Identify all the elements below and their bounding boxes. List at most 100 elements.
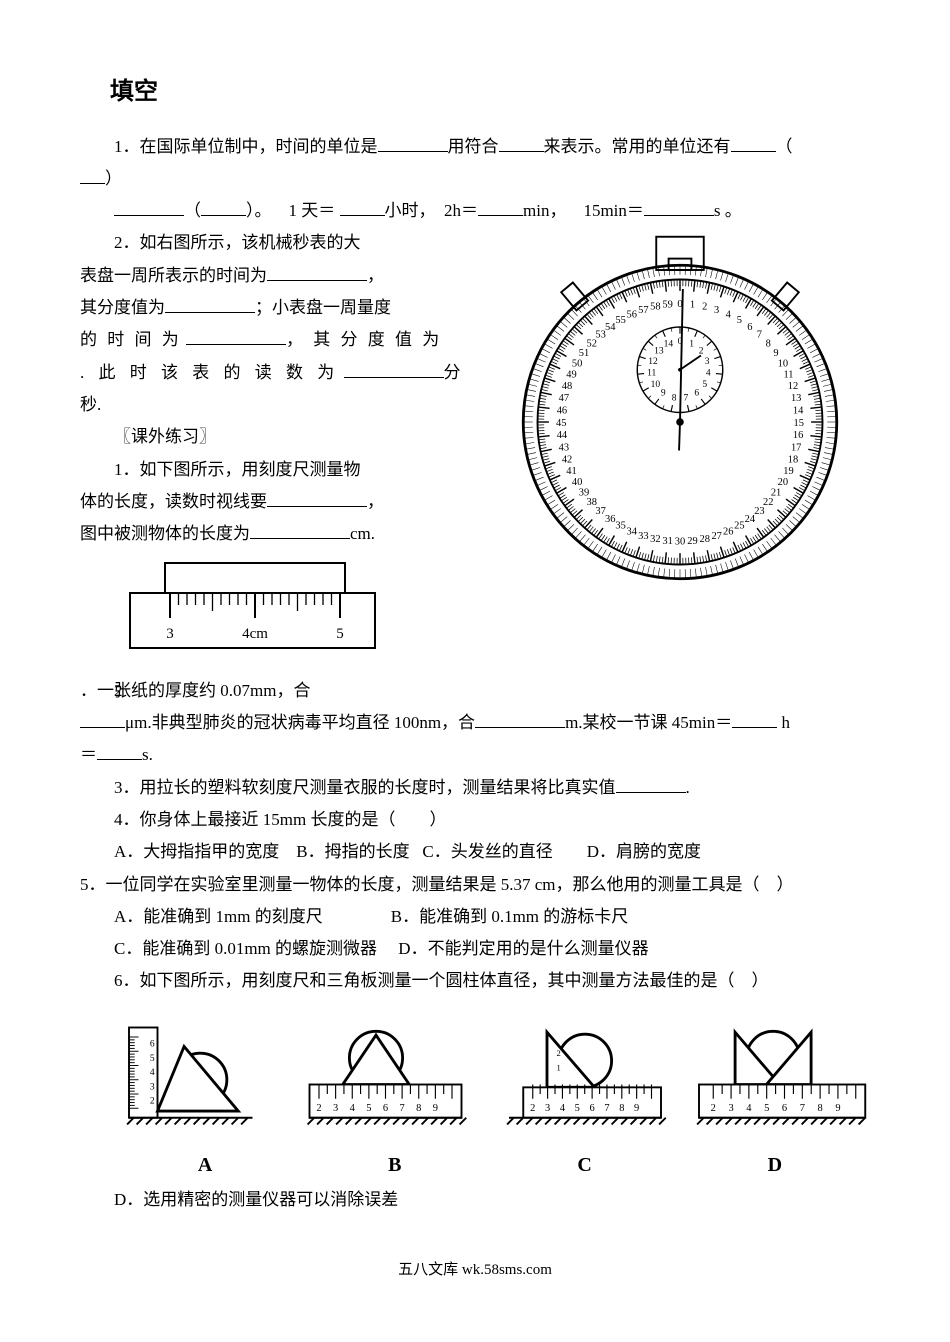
svg-text:50: 50 (572, 359, 582, 370)
svg-text:7: 7 (400, 1103, 405, 1114)
q1-blank7 (340, 196, 385, 216)
svg-text:4: 4 (726, 310, 732, 321)
q2-blank2 (165, 293, 255, 313)
svg-text:4: 4 (706, 369, 711, 379)
svg-text:5: 5 (366, 1103, 371, 1114)
svg-text:41: 41 (566, 467, 576, 478)
ex5-B: B．能准确到 0.1mm 的游标卡尺 (391, 907, 629, 926)
q1-min: 15min＝ (583, 201, 643, 220)
page-footer: 五八文库 wk.58sms.com (80, 1256, 870, 1285)
ex2-blank4 (97, 740, 142, 760)
svg-text:19: 19 (783, 467, 793, 478)
svg-text:8: 8 (766, 339, 771, 350)
svg-text:15: 15 (794, 418, 804, 429)
q1-line1: 1．在国际单位制中，时间的单位是用符合来表示。常用的单位还有（ (80, 131, 870, 163)
ex5-D: D．不能判定用的是什么测量仪器 (398, 939, 648, 958)
q1-line2: （）。 1 天＝ 小时， 2h＝min， 15min＝s 。 (80, 195, 870, 227)
svg-text:24: 24 (745, 514, 756, 525)
last-line: D．选用精密的测量仪器可以消除误差 (80, 1184, 870, 1216)
ex1-l2b: ， (367, 492, 384, 511)
q1-blank8 (478, 196, 523, 216)
svg-text:26: 26 (723, 527, 733, 538)
svg-text:2: 2 (316, 1103, 321, 1114)
q2-blank1 (267, 260, 367, 280)
q2-blank4 (344, 357, 444, 377)
svg-text:57: 57 (638, 305, 648, 316)
ex4: 4．你身体上最接近 15mm 长度的是（ ） (80, 804, 870, 836)
svg-text:8: 8 (416, 1103, 421, 1114)
q2-l2b: ， (367, 266, 384, 285)
svg-text:9: 9 (634, 1103, 639, 1114)
svg-text:58: 58 (650, 302, 660, 313)
ruler-tick-3: 3 (166, 626, 174, 642)
svg-text:9: 9 (661, 389, 666, 399)
svg-text:3: 3 (545, 1103, 550, 1114)
q2-l4b: ， 其 分 度 值 为 (286, 330, 442, 349)
svg-text:1: 1 (690, 300, 695, 311)
svg-text:6: 6 (590, 1103, 595, 1114)
svg-text:5: 5 (575, 1103, 580, 1114)
svg-text:47: 47 (559, 394, 569, 405)
ex1-l2a: 体的长度，读数时视线要 (80, 492, 267, 511)
stopwatch-svg: 0123456789101112131415161718192021222324… (490, 232, 870, 612)
ex3-end: . (686, 778, 690, 797)
svg-text:45: 45 (556, 418, 566, 429)
svg-text:12: 12 (788, 382, 798, 393)
options-figure: 6 5 4 3 2 (110, 1018, 870, 1184)
optC-t1: 1 (557, 1062, 561, 1072)
ex5-C: C．能准确到 0.01mm 的螺旋测微器 (114, 939, 377, 958)
svg-text:13: 13 (654, 347, 664, 357)
ex3: 3．用拉长的塑料软刻度尺测量衣服的长度时，测量结果将比真实值. (80, 772, 870, 804)
ex2-blank3 (732, 708, 777, 728)
q1-tail2: ） (105, 169, 122, 188)
svg-text:59: 59 (662, 300, 672, 311)
svg-text:34: 34 (627, 527, 638, 538)
svg-text:27: 27 (711, 531, 721, 542)
q1-paren2: ）。 (246, 201, 272, 220)
svg-text:39: 39 (579, 488, 589, 499)
svg-text:7: 7 (800, 1103, 805, 1114)
ex2-blank2 (475, 708, 565, 728)
q1-mid1: 用符合 (448, 137, 499, 156)
svg-text:56: 56 (627, 310, 637, 321)
svg-text:4: 4 (746, 1103, 752, 1114)
q1-blank5 (114, 196, 184, 216)
option-labels: A B C D (110, 1146, 870, 1184)
q1-minunit: s 。 (714, 201, 742, 220)
q1-line1b: ） (80, 163, 870, 195)
optA-t6: 6 (150, 1039, 155, 1049)
q1-hunit: min， (523, 201, 566, 220)
label-A: A (198, 1146, 212, 1184)
q2-blank3 (186, 325, 286, 345)
ex4-opts: A．大拇指指甲的宽度 B．拇指的长度 C．头发丝的直径 D．肩膀的宽度 (80, 836, 870, 868)
svg-text:36: 36 (605, 514, 615, 525)
q2-l5b: 分 (444, 363, 461, 382)
q1-blank6 (201, 196, 246, 216)
ex3-blank (616, 772, 686, 792)
ex5-opts1: A．能准确到 1mm 的刻度尺 B．能准确到 0.1mm 的游标卡尺 (80, 901, 870, 933)
svg-text:6: 6 (747, 322, 752, 333)
svg-text:4: 4 (560, 1103, 566, 1114)
svg-text:14: 14 (793, 406, 804, 417)
ex6: 6．如下图所示，用刻度尺和三角板测量一个圆柱体直径，其中测量方法最佳的是（ ） (80, 965, 870, 997)
svg-text:2: 2 (702, 302, 707, 313)
svg-text:42: 42 (562, 455, 572, 466)
svg-text:44: 44 (557, 431, 568, 442)
label-B: B (388, 1146, 401, 1184)
ex2-blank1 (80, 708, 125, 728)
svg-text:3: 3 (333, 1103, 338, 1114)
svg-text:8: 8 (672, 394, 677, 404)
svg-text:5: 5 (764, 1103, 769, 1114)
ex3-text: 3．用拉长的塑料软刻度尺测量衣服的长度时，测量结果将比真实值 (114, 778, 616, 797)
ex4-A: A．大拇指指甲的宽度 (114, 842, 279, 861)
ex1-blank2 (250, 519, 350, 539)
q2-l3a: 其分度值为 (80, 298, 165, 317)
q1-day: 1 天＝ (289, 201, 336, 220)
svg-text:46: 46 (557, 406, 567, 417)
q1-h: 2h＝ (444, 201, 478, 220)
svg-text:8: 8 (818, 1103, 823, 1114)
svg-text:40: 40 (572, 478, 582, 489)
q2-l5a: . 此 时 该 表 的 读 数 为 (80, 363, 339, 382)
ruler-tick-5: 5 (336, 626, 344, 642)
ex4-C: C．头发丝的直径 (422, 842, 552, 861)
